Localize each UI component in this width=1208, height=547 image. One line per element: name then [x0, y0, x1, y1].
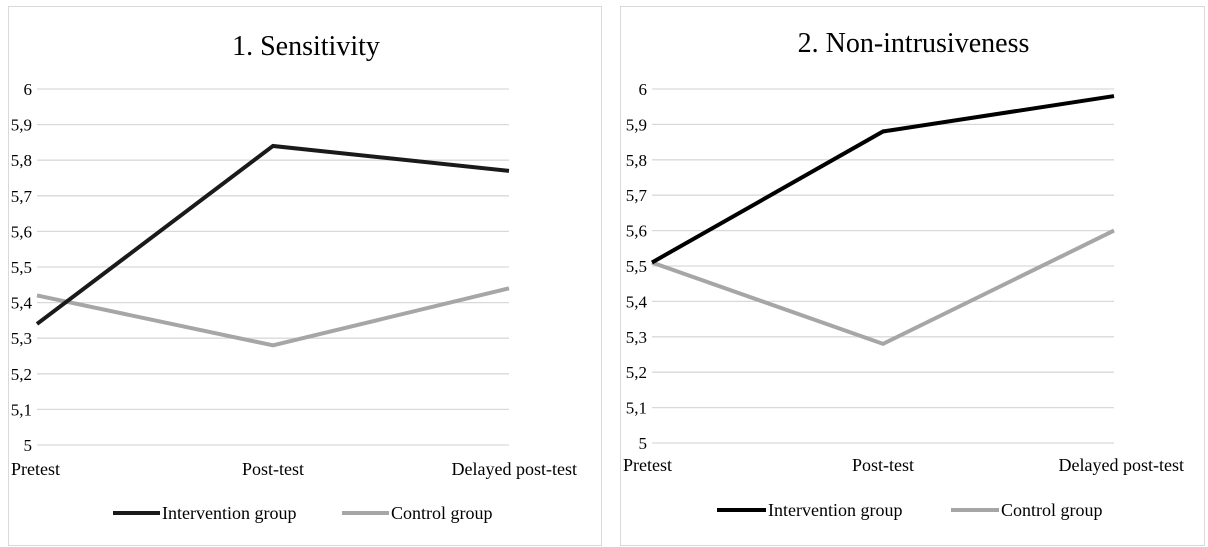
x-category-label: Delayed post-test	[452, 459, 577, 479]
y-tick-label: 5,6	[626, 222, 647, 241]
x-category-label: Pretest	[623, 455, 672, 475]
y-axis: 5 5,1 5,2 5,3 5,4 5,5 5,6 5,7 5,8 5,9 6	[11, 80, 509, 455]
legend-item: Intervention group	[113, 503, 296, 523]
chart-sensitivity: 1. Sensitivity55,15,25,35,45,55,65,75,85…	[11, 31, 577, 523]
chart-panel-non-intrusiveness: 2. Non-intrusiveness 5 5,1 5,2 5,3 5,4 5,5 5,6 5…	[620, 6, 1205, 546]
chart-title: 2. Non-intrusiveness	[798, 28, 1030, 59]
chart-non-intrusiveness: 2. Non-intrusiveness55,15,25,35,45,55,65…	[623, 28, 1184, 520]
legend-item: Control group	[951, 500, 1103, 520]
legend-label: Control group	[1001, 500, 1103, 520]
y-tick-label: 5,8	[626, 151, 647, 170]
y-tick-label: 5,9	[11, 116, 32, 135]
y-tick-label: 5,4	[626, 292, 648, 311]
y-axis: 5 5,1 5,2 5,3 5,4 5,5 5,6 5,7 5,8 5,9 6	[626, 80, 1114, 453]
x-category-label: Post-test	[242, 459, 304, 479]
series-line-control-group	[36, 286, 510, 348]
x-category-label: Post-test	[852, 455, 914, 475]
y-tick-label: 5,7	[626, 186, 648, 205]
y-tick-label: 5	[24, 436, 33, 455]
chart-title: 1. Sensitivity	[232, 31, 380, 62]
y-tick-label: 5,6	[11, 222, 32, 241]
legend-label: Intervention group	[162, 503, 296, 523]
legend-label: Control group	[391, 503, 493, 523]
y-tick-label: 5,7	[11, 187, 33, 206]
y-tick-label: 6	[24, 80, 33, 99]
legend-item: Intervention group	[717, 500, 902, 520]
x-category-label: Delayed post-test	[1059, 455, 1184, 475]
y-tick-label: 5,1	[626, 399, 647, 418]
series-line-intervention-group	[651, 94, 1115, 265]
y-tick-label: 5,9	[626, 115, 647, 134]
y-tick-label: 5,3	[11, 329, 32, 348]
y-tick-label: 5,4	[11, 294, 33, 313]
y-tick-label: 5,5	[11, 258, 32, 277]
y-tick-label: 5,3	[626, 328, 647, 347]
legend-label: Intervention group	[768, 500, 902, 520]
x-category-label: Pretest	[11, 459, 60, 479]
y-tick-label: 6	[639, 80, 648, 99]
y-tick-label: 5,5	[626, 257, 647, 276]
y-tick-label: 5,2	[626, 363, 647, 382]
y-tick-label: 5,2	[11, 365, 32, 384]
series-line-control-group	[651, 228, 1115, 347]
series-line-intervention-group	[35, 143, 510, 326]
legend-item: Control group	[342, 503, 493, 523]
y-tick-label: 5	[639, 434, 648, 453]
chart-panel-sensitivity: 1. Sensitivity 5 5,1 5,2 5,3 5,4 5,5 5,6 5,7 5,8 5…	[8, 6, 602, 546]
y-tick-label: 5,8	[11, 151, 32, 170]
y-tick-label: 5,1	[11, 400, 32, 419]
